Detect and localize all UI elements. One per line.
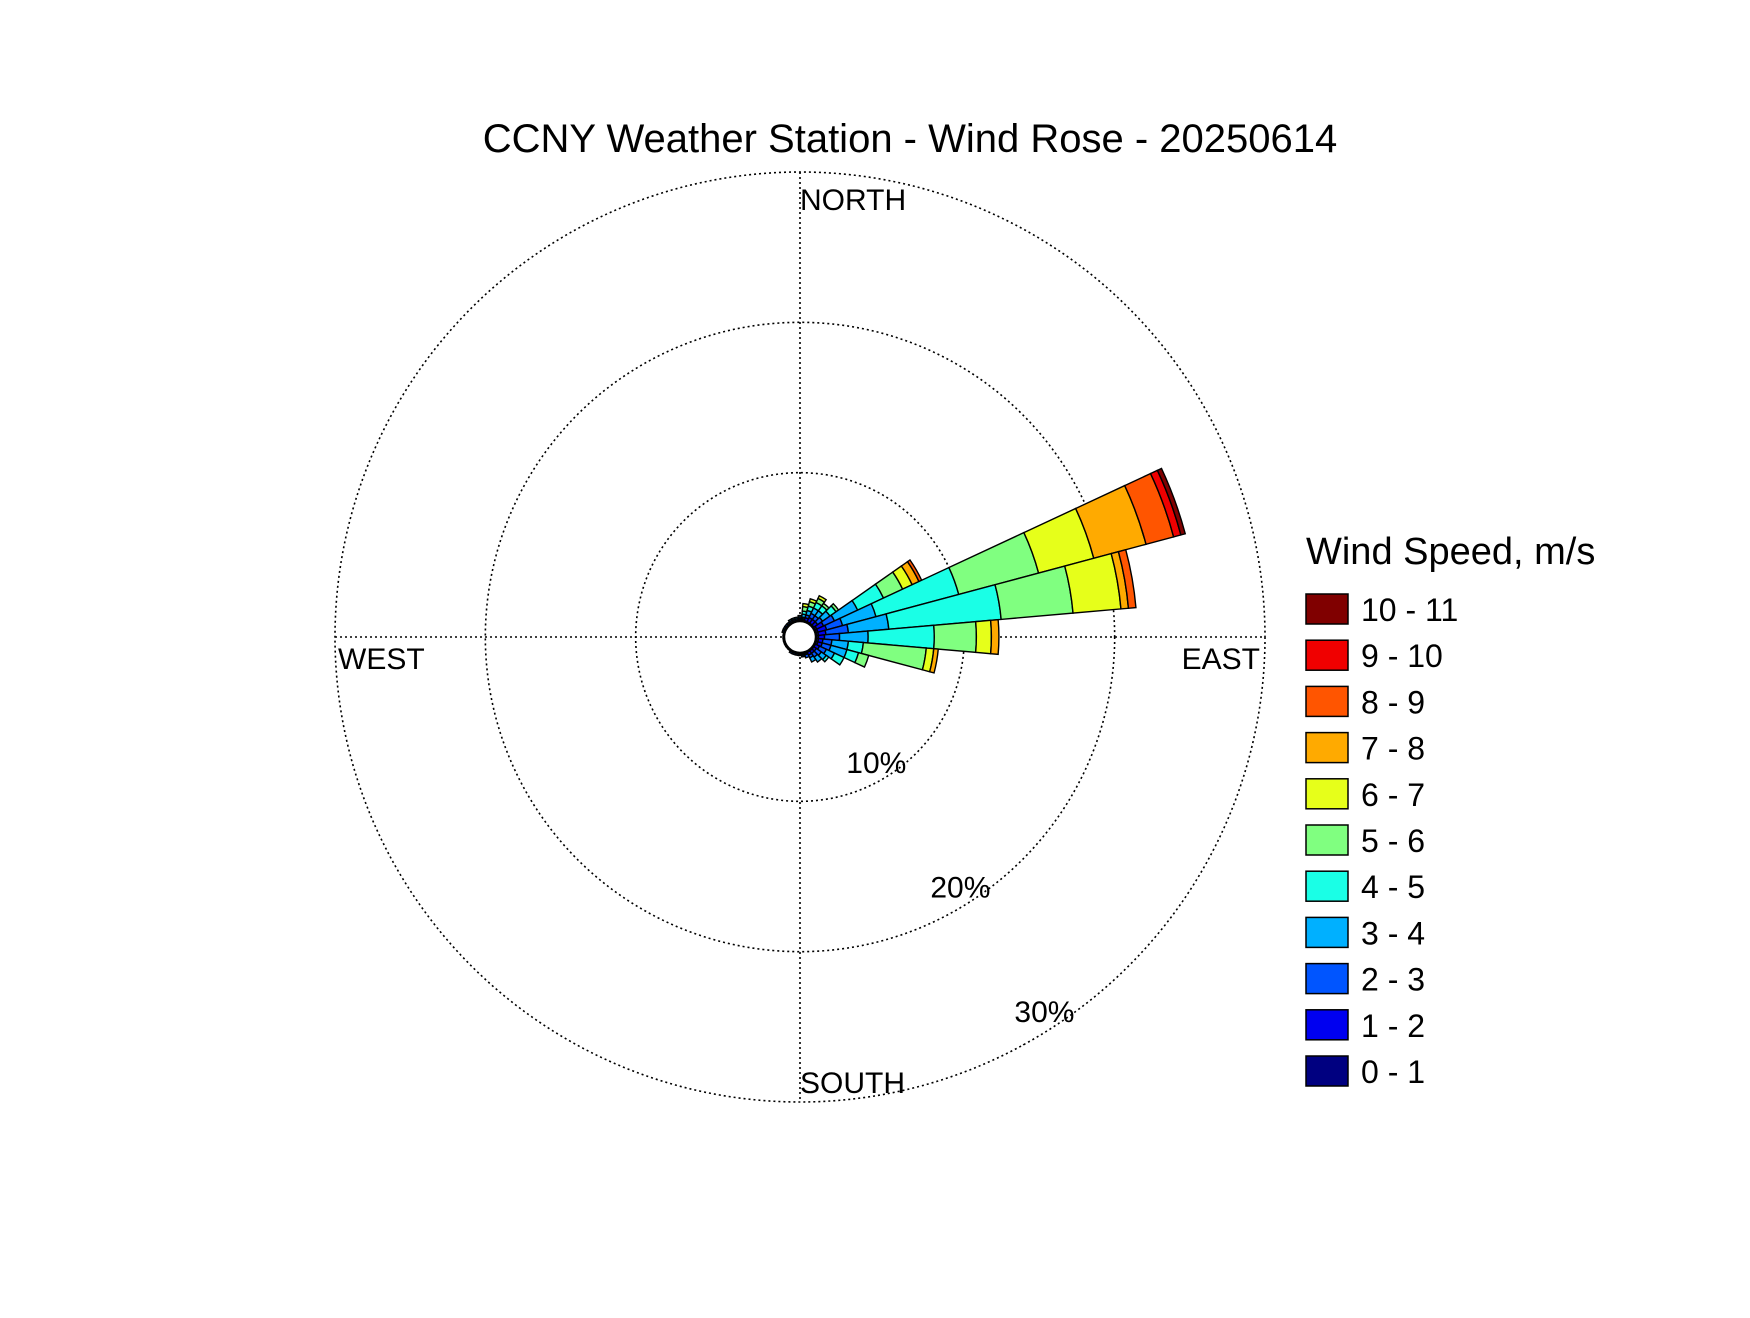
legend-label-2-3: 2 - 3 [1361, 962, 1425, 998]
legend-label-5-6: 5 - 6 [1361, 823, 1425, 859]
legend-label-4-5: 4 - 5 [1361, 869, 1425, 905]
legend: Wind Speed, m/s 10 - 11 9 - 10 8 - 9 7 - 8 6… [1305, 531, 1595, 1090]
legend-swatch-10-11 [1305, 593, 1349, 625]
chart-title: CCNY Weather Station - Wind Rose - 20250… [483, 117, 1338, 161]
sector-130-bin-4-5 [821, 654, 830, 663]
legend-label-6-7: 6 - 7 [1361, 777, 1425, 813]
grid-circle-20 [484, 321, 1116, 953]
legend-swatch-3-4 [1305, 916, 1349, 949]
sector-360-bin-3-4 [797, 614, 803, 618]
legend-label-9-10: 9 - 10 [1361, 638, 1443, 674]
legend-items: 10 - 11 9 - 10 8 - 9 7 - 8 6 - 7 5 - 6 4 - 5 3 … [1305, 592, 1458, 1090]
radial-tick-label-10: 10% [846, 747, 906, 780]
legend-swatch-2-3 [1305, 962, 1349, 995]
legend-label-7-8: 7 - 8 [1361, 731, 1425, 767]
direction-label-north: NORTH [800, 184, 906, 217]
legend-label-1-2: 1 - 2 [1361, 1008, 1425, 1044]
legend-swatch-0-1 [1305, 1055, 1349, 1087]
wind-rose-sectors [781, 467, 1187, 674]
legend-swatch-6-7 [1305, 778, 1349, 810]
legend-swatch-4-5 [1305, 870, 1349, 902]
sector-70-bin-10-11 [1156, 467, 1187, 536]
radial-tick-labels: 10% 20% 30% [846, 747, 1074, 1029]
sector-90-bin-6-7 [974, 619, 993, 655]
direction-label-south: SOUTH [800, 1067, 905, 1100]
radial-tick-label-30: 30% [1014, 996, 1074, 1029]
direction-label-west: WEST [338, 643, 425, 676]
center-circle [782, 619, 818, 655]
sector-80-bin-8-9 [1117, 548, 1137, 610]
legend-swatch-5-6 [1305, 824, 1349, 856]
radial-tick-label-20: 20% [930, 872, 990, 905]
sector-90-bin-5-6 [932, 620, 978, 654]
legend-swatch-1-2 [1305, 1009, 1349, 1041]
sector-120-bin-4-5 [830, 652, 845, 666]
direction-label-east: EAST [1182, 643, 1260, 676]
legend-swatch-9-10 [1305, 639, 1349, 671]
sector-90-bin-7-8 [989, 618, 1000, 656]
center-hole [782, 619, 818, 655]
sector-30-bin-6-7 [817, 594, 828, 604]
sector-110-bin-5-6 [853, 651, 870, 668]
legend-label-3-4: 3 - 4 [1361, 915, 1425, 951]
sector-170-bin-2-3 [800, 654, 807, 658]
legend-label-10-11: 10 - 11 [1361, 592, 1458, 628]
sector-140-bin-3-4 [813, 653, 823, 663]
sector-100-bin-5-6 [860, 641, 928, 671]
sector-150-bin-3-4 [808, 654, 817, 663]
sector-100-bin-7-8 [928, 647, 940, 674]
legend-title: Wind Speed, m/s [1306, 531, 1595, 573]
legend-label-0-1: 0 - 1 [1361, 1054, 1425, 1090]
legend-swatch-8-9 [1305, 685, 1349, 718]
legend-label-8-9: 8 - 9 [1361, 684, 1425, 720]
legend-swatch-7-8 [1305, 731, 1349, 764]
